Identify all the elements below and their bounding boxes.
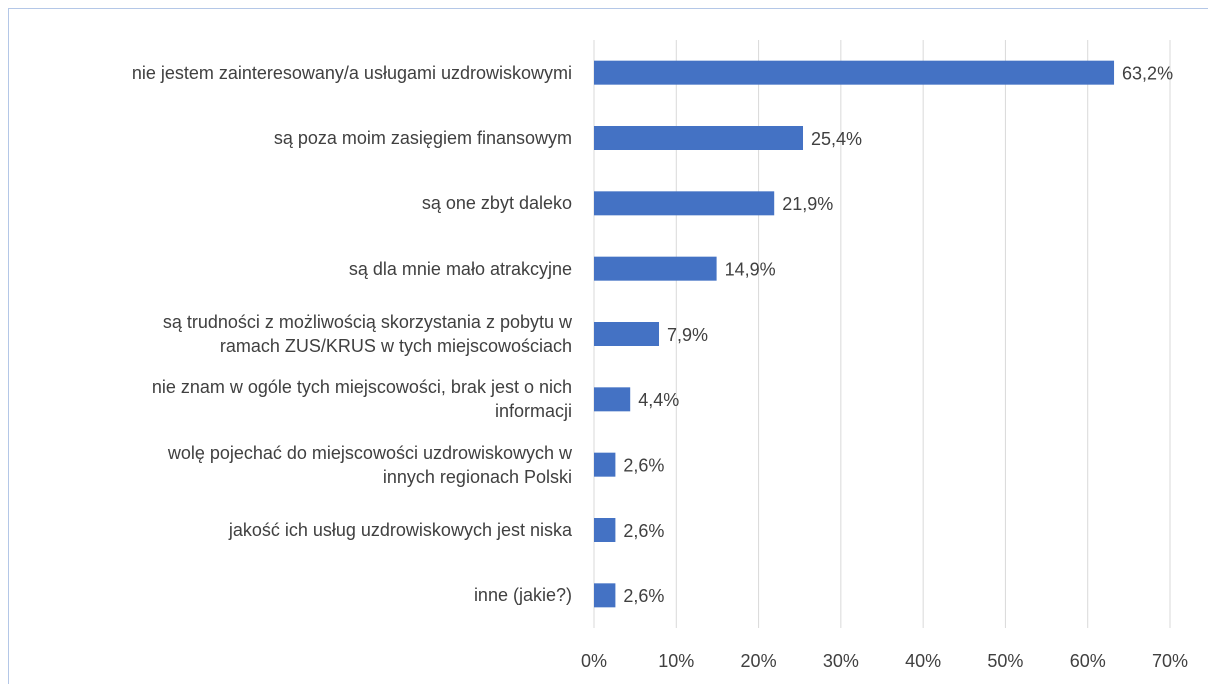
category-label: wolę pojechać do miejscowości uzdrowisko… — [167, 442, 572, 487]
category-label: są poza moim zasięgiem finansowym — [273, 128, 572, 148]
bar — [594, 256, 717, 281]
x-tick-label: 0% — [581, 651, 607, 671]
category-label: są trudności z możliwością skorzystania … — [162, 312, 572, 356]
x-tick-label: 50% — [987, 651, 1023, 671]
x-tick-label: 30% — [823, 651, 859, 671]
bar — [594, 583, 616, 608]
category-label: są dla mnie mało atrakcyjne — [348, 258, 572, 279]
category-label: jakość ich usług uzdrowiskowych jest nis… — [228, 520, 572, 540]
data-label: 14,9% — [725, 259, 776, 279]
bar — [594, 387, 631, 412]
x-tick-label: 20% — [741, 651, 777, 671]
bar — [594, 322, 660, 346]
bar — [594, 60, 1115, 85]
data-label: 2,6% — [623, 521, 664, 541]
bar — [594, 452, 616, 477]
data-label: 2,6% — [623, 455, 664, 475]
data-label: 25,4% — [811, 129, 862, 149]
bar — [594, 518, 616, 542]
bar — [594, 191, 775, 216]
x-tick-label: 40% — [905, 651, 941, 671]
category-label: są one zbyt daleko — [421, 193, 572, 214]
category-label: nie jestem zainteresowany/a usługami uzd… — [131, 62, 572, 83]
data-label: 2,6% — [623, 586, 664, 606]
data-label: 63,2% — [1122, 63, 1173, 83]
category-label: inne (jakie?) — [473, 585, 572, 606]
data-label: 21,9% — [782, 194, 833, 214]
bar — [594, 126, 804, 150]
category-label: nie znam w ogóle tych miejscowości, brak… — [151, 377, 572, 422]
chart-border — [8, 8, 1208, 684]
data-label: 4,4% — [638, 390, 679, 410]
x-tick-label: 10% — [658, 651, 694, 671]
x-tick-label: 60% — [1070, 651, 1106, 671]
data-label: 7,9% — [667, 325, 708, 345]
x-tick-label: 70% — [1152, 651, 1188, 671]
